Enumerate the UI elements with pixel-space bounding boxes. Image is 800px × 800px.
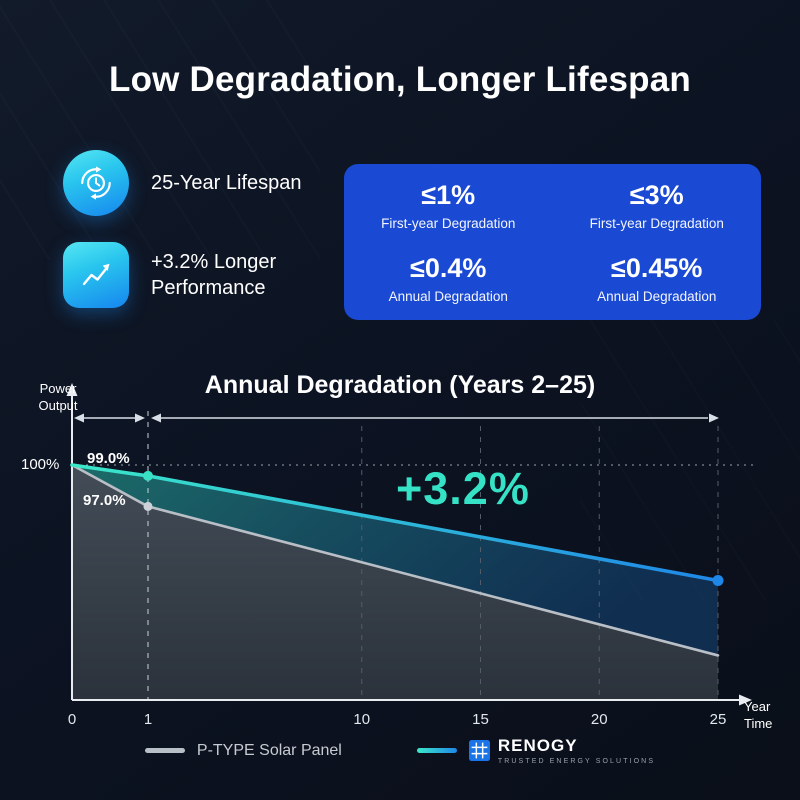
brand-tagline: TRUSTED ENERGY SOLUTIONS	[497, 758, 656, 765]
year-span-arrows	[74, 413, 719, 423]
stat-label: First-year Degradation	[589, 216, 724, 231]
stat-first-year-renogy: ≤1% First-year Degradation	[344, 180, 553, 231]
stat-value: ≤1%	[421, 180, 476, 210]
stat-value: ≤3%	[629, 180, 684, 210]
svg-text:25: 25	[710, 711, 727, 728]
stat-first-year-ptype: ≤3% First-year Degradation	[553, 180, 762, 231]
svg-text:20: 20	[591, 711, 608, 728]
legend-renogy: RENOGY TRUSTED ENERGY SOLUTIONS	[416, 736, 655, 765]
stat-value: ≤0.4%	[410, 253, 487, 283]
legend-ptype: P-TYPE Solar Panel	[144, 741, 342, 760]
y-axis-label: Power Output	[38, 381, 78, 413]
data-point-markers	[143, 470, 724, 587]
feature-performance-label: +3.2% Longer Performance	[151, 251, 277, 299]
stat-annual-renogy: ≤0.4% Annual Degradation	[344, 253, 553, 304]
x-axis-label: Year Time	[744, 699, 773, 731]
axes	[66, 383, 752, 706]
ptype-year1-annotation: 97.0%	[83, 492, 126, 509]
chart-legend: P-TYPE Solar Panel RENOGY TRUSTED ENERGY…	[0, 736, 800, 765]
renogy-logo: RENOGY TRUSTED ENERGY SOLUTIONS	[468, 736, 655, 765]
svg-text:0: 0	[68, 711, 76, 728]
x-tick-labels: 0 1 10 15 20 25	[68, 711, 727, 728]
renogy-year1-annotation: 99.0%	[87, 450, 130, 467]
feature-lifespan-label: 25-Year Lifespan	[151, 172, 302, 194]
renogy-panel-grid-icon	[468, 740, 490, 761]
svg-text:15: 15	[472, 711, 489, 728]
stat-label: First-year Degradation	[381, 216, 516, 231]
chart-title: Annual Degradation (Years 2–25)	[204, 371, 596, 399]
lifespan-cycle-clock-icon	[63, 150, 129, 216]
y-tick-100-label: 100%	[21, 456, 60, 473]
feature-list: 25-Year Lifespan +3.2% Longer Performanc…	[63, 150, 326, 334]
clock-refresh-glyph	[81, 166, 111, 200]
brand-texts: RENOGY TRUSTED ENERGY SOLUTIONS	[498, 736, 655, 765]
stat-value: ≤0.45%	[611, 253, 703, 283]
legend-ptype-label: P-TYPE Solar Panel	[196, 741, 342, 759]
svg-text:1: 1	[144, 711, 152, 728]
stat-label: Annual Degradation	[597, 289, 717, 304]
gain-band-area	[72, 465, 718, 656]
brand-name: RENOGY	[497, 736, 578, 755]
gain-annotation: +3.2%	[396, 463, 530, 514]
ptype-line-swatch	[144, 748, 185, 753]
feature-lifespan: 25-Year Lifespan	[63, 150, 326, 216]
stat-annual-ptype: ≤0.45% Annual Degradation	[553, 253, 762, 304]
ptype-area	[72, 465, 718, 700]
renogy-line-swatch	[416, 748, 457, 753]
feature-performance: +3.2% Longer Performance	[63, 242, 326, 308]
performance-growth-chart-icon	[63, 242, 129, 308]
degradation-line-chart: 0 1 10 15 20 25	[66, 383, 756, 728]
stat-label: Annual Degradation	[388, 289, 508, 304]
degradation-stats-panel: ≤1% First-year Degradation ≤3% First-yea…	[344, 164, 761, 320]
page-title: Low Degradation, Longer Lifespan	[109, 60, 691, 99]
zigzag-chart-glyph	[82, 263, 110, 286]
svg-text:10: 10	[353, 711, 370, 728]
